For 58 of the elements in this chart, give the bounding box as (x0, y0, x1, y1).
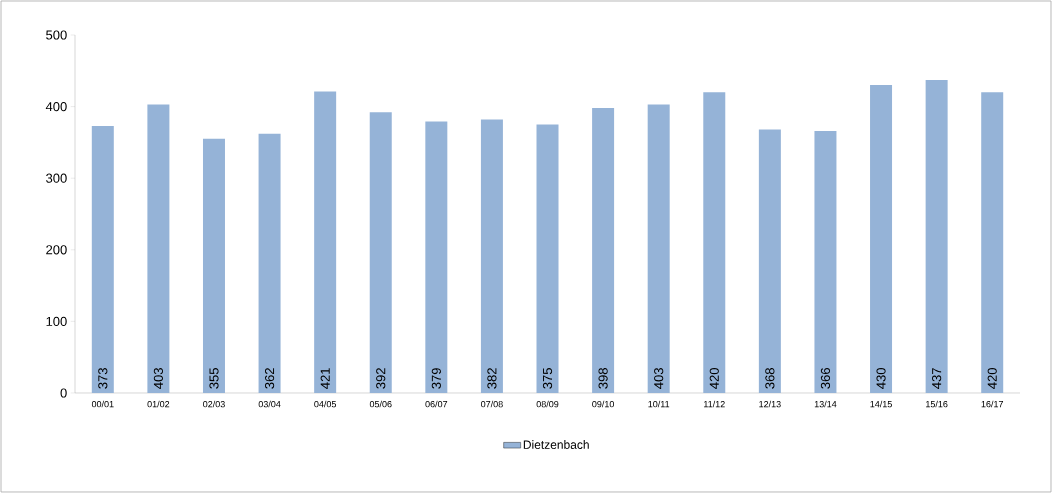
bar (536, 124, 559, 393)
y-tick-label: 400 (45, 101, 67, 112)
bar (258, 133, 281, 393)
x-tick-label: 09/10 (592, 400, 615, 408)
bar (480, 119, 503, 393)
bar (314, 91, 337, 393)
x-tick-label: 03/04 (258, 400, 281, 408)
y-tick-label: 300 (46, 173, 67, 183)
data-label: 421 (320, 368, 330, 389)
x-tick-label: 05/06 (369, 400, 392, 408)
y-tick-label: 200 (46, 245, 67, 255)
x-tick-label: 10/11 (648, 400, 670, 408)
bar (202, 138, 225, 393)
bar (592, 108, 615, 393)
y-tick-label: 500 (46, 30, 67, 40)
x-tick-label: 01/02 (147, 400, 170, 408)
legend-label: Dietzenbach (523, 440, 589, 449)
data-label: 375 (542, 368, 553, 389)
bar (814, 130, 837, 393)
data-label: 430 (876, 368, 886, 389)
data-label: 403 (654, 368, 664, 389)
x-tick-label: 16/17 (981, 400, 1004, 408)
x-tick-label: 04/05 (314, 400, 337, 408)
x-tick-label: 06/07 (425, 400, 448, 408)
data-label: 437 (932, 368, 942, 389)
x-tick-label: 13/14 (814, 400, 837, 408)
x-tick-label: 00/01 (91, 400, 114, 408)
bar (147, 104, 170, 393)
data-label: 355 (209, 368, 219, 389)
data-label: 398 (598, 368, 608, 389)
data-label: 368 (765, 368, 775, 389)
bar (703, 92, 726, 393)
x-tick-label: 11/12 (704, 400, 725, 408)
bar (870, 85, 893, 393)
x-tick-label: 07/08 (481, 400, 503, 408)
bar (91, 125, 114, 393)
data-label: 373 (98, 368, 108, 389)
bar (981, 92, 1004, 393)
bar (425, 121, 448, 393)
x-tick-label: 14/15 (870, 400, 892, 408)
data-label: 382 (487, 368, 497, 389)
x-tick-label: 02/03 (203, 400, 225, 408)
y-tick-label: 0 (60, 388, 67, 398)
bar (758, 129, 781, 393)
y-tick-label: 100 (46, 316, 67, 326)
data-label: 366 (820, 368, 831, 389)
data-label: 379 (431, 368, 441, 389)
x-tick-label: 15/16 (926, 400, 948, 408)
bar (647, 104, 670, 393)
bar (369, 112, 392, 393)
data-label: 420 (709, 368, 719, 389)
data-label: 392 (376, 368, 386, 389)
data-label: 403 (153, 368, 163, 389)
data-label: 420 (987, 368, 997, 389)
x-tick-label: 08/09 (536, 400, 559, 408)
x-tick-label: 12/13 (759, 400, 781, 408)
data-label: 362 (264, 368, 275, 389)
bar (925, 80, 948, 393)
